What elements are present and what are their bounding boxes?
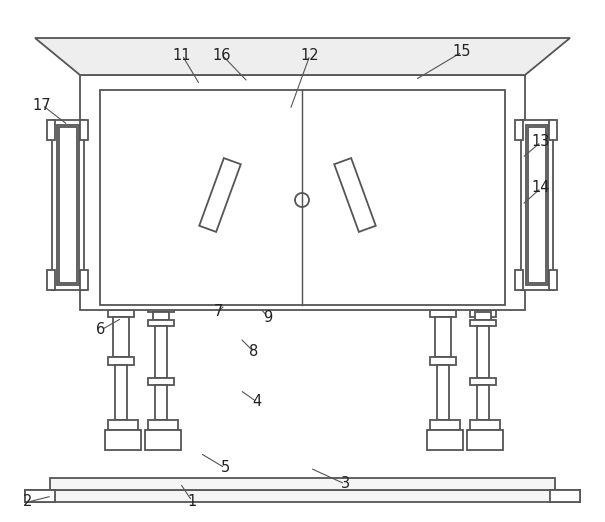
Bar xyxy=(115,365,127,420)
Bar xyxy=(430,310,456,317)
Bar xyxy=(153,312,169,320)
Bar xyxy=(437,365,449,420)
Bar xyxy=(57,125,79,285)
Bar xyxy=(526,125,548,285)
Bar xyxy=(155,385,167,420)
Bar xyxy=(148,320,174,326)
Bar xyxy=(470,420,500,430)
Bar xyxy=(80,75,525,310)
Text: 9: 9 xyxy=(263,310,273,325)
Bar xyxy=(475,312,491,320)
Bar xyxy=(113,317,129,357)
Bar xyxy=(145,430,181,450)
Polygon shape xyxy=(35,38,570,75)
Bar xyxy=(515,120,523,140)
Bar xyxy=(100,90,505,305)
Text: 6: 6 xyxy=(96,323,106,338)
Text: 3: 3 xyxy=(341,477,350,492)
Text: 8: 8 xyxy=(249,345,258,360)
Bar xyxy=(334,158,376,232)
Bar xyxy=(155,326,167,378)
Bar xyxy=(427,430,463,450)
Bar xyxy=(25,490,580,502)
Bar xyxy=(52,120,84,290)
Bar xyxy=(148,420,178,430)
Bar xyxy=(528,127,546,283)
Bar xyxy=(80,120,88,140)
Bar xyxy=(105,430,141,450)
Text: 2: 2 xyxy=(24,494,33,509)
Text: 4: 4 xyxy=(252,395,261,409)
Bar xyxy=(435,317,451,357)
Text: 13: 13 xyxy=(532,135,550,149)
Bar xyxy=(477,326,489,378)
Bar xyxy=(515,270,523,290)
Text: 16: 16 xyxy=(213,48,231,63)
Bar xyxy=(549,120,557,140)
Bar xyxy=(199,158,241,232)
Bar xyxy=(148,378,174,385)
Bar xyxy=(430,357,456,365)
Bar xyxy=(470,310,496,317)
Bar xyxy=(108,310,134,317)
Text: 11: 11 xyxy=(173,48,191,63)
Bar xyxy=(50,478,555,490)
Bar xyxy=(25,490,55,502)
Bar xyxy=(148,305,174,312)
Bar xyxy=(550,490,580,502)
Bar xyxy=(108,420,138,430)
Bar xyxy=(549,270,557,290)
Bar xyxy=(47,120,55,140)
Bar xyxy=(470,320,496,326)
Bar xyxy=(521,120,553,290)
Text: 7: 7 xyxy=(214,304,223,319)
Bar xyxy=(108,357,134,365)
Bar xyxy=(467,430,503,450)
Text: 15: 15 xyxy=(453,44,471,60)
Bar xyxy=(470,378,496,385)
Bar xyxy=(477,385,489,420)
Text: 14: 14 xyxy=(532,181,551,196)
Text: 17: 17 xyxy=(33,98,51,113)
Text: 1: 1 xyxy=(188,493,197,508)
Bar xyxy=(47,270,55,290)
Bar xyxy=(80,270,88,290)
Text: 12: 12 xyxy=(301,48,319,63)
Bar xyxy=(59,127,77,283)
Text: 5: 5 xyxy=(220,460,230,476)
Bar xyxy=(430,420,460,430)
